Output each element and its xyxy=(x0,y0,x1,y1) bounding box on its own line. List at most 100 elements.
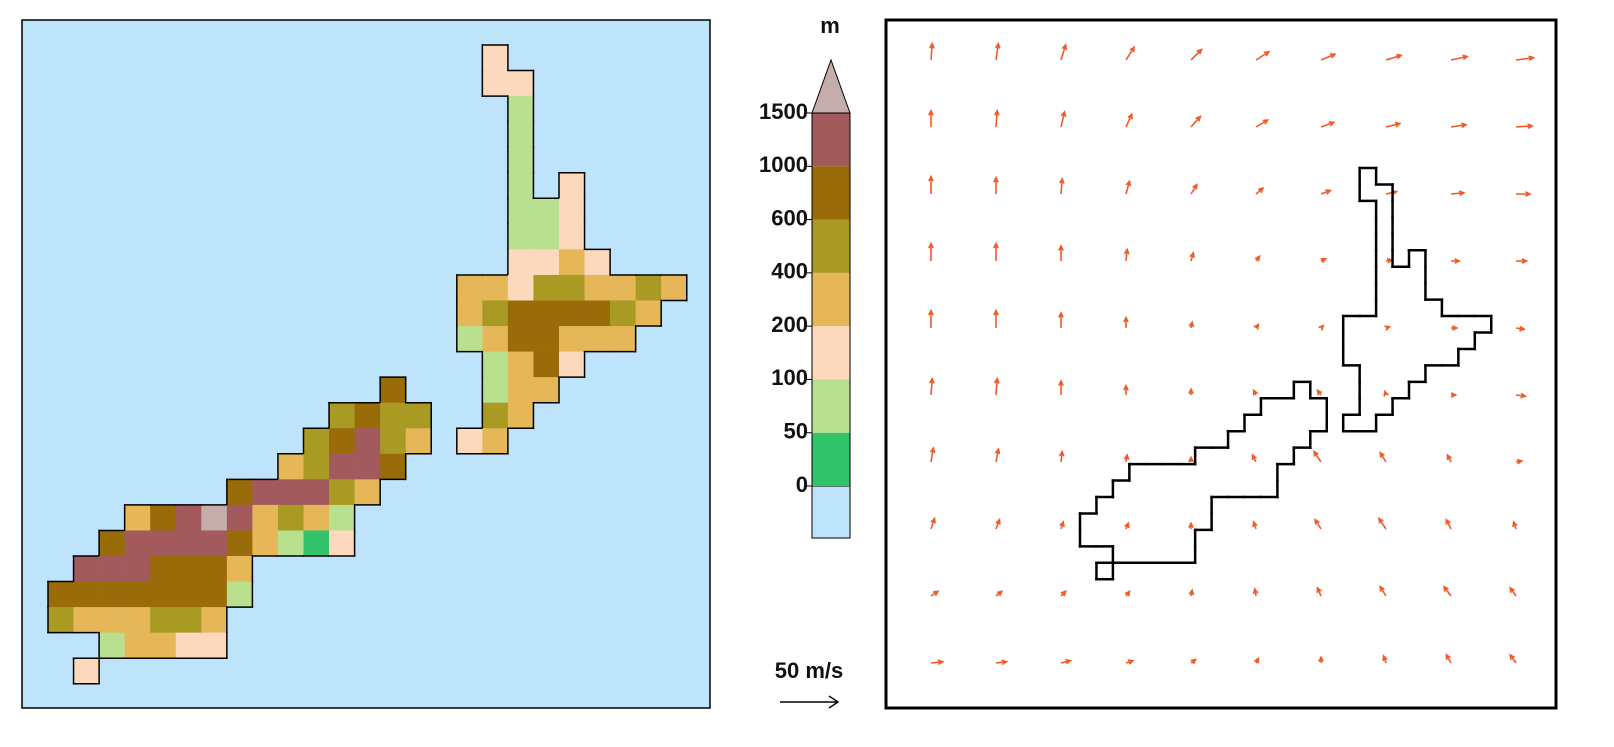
terrain-cell xyxy=(201,607,227,633)
terrain-cell xyxy=(406,403,432,429)
terrain-cell xyxy=(329,479,355,505)
terrain-cell xyxy=(278,479,304,505)
terrain-cell xyxy=(508,173,534,199)
terrain-cell xyxy=(278,454,304,480)
terrain-cell xyxy=(482,45,508,71)
terrain-cell xyxy=(508,71,534,97)
terrain-cell xyxy=(176,633,202,659)
colorbar-segment xyxy=(812,220,850,273)
terrain-cell xyxy=(508,352,534,378)
terrain-cell xyxy=(355,454,381,480)
terrain-cell xyxy=(508,224,534,250)
terrain-cell xyxy=(201,582,227,608)
terrain-cell xyxy=(559,249,585,275)
colorbar-tick-label: 1000 xyxy=(759,152,808,177)
terrain-cell xyxy=(355,479,381,505)
terrain-cell xyxy=(355,403,381,429)
terrain-cell xyxy=(176,556,202,582)
terrain-cell xyxy=(278,505,304,531)
terrain-cell xyxy=(380,454,406,480)
terrain-cell xyxy=(508,377,534,403)
colorbar-segment xyxy=(812,433,850,486)
terrain-cell xyxy=(74,556,100,582)
terrain-cell xyxy=(48,582,74,608)
colorbar-tick-label: 1500 xyxy=(759,99,808,124)
terrain-cell xyxy=(610,275,636,301)
terrain-cell xyxy=(533,377,559,403)
terrain-cell xyxy=(533,352,559,378)
terrain-cell xyxy=(610,326,636,352)
terrain-cell xyxy=(201,530,227,556)
terrain-cell xyxy=(329,403,355,429)
terrain-cell xyxy=(482,377,508,403)
terrain-cell xyxy=(99,633,125,659)
terrain-cell xyxy=(585,326,611,352)
colorbar-segment xyxy=(812,486,850,538)
terrain-cell xyxy=(99,582,125,608)
colorbar-tick-label: 200 xyxy=(771,312,808,337)
terrain-cell xyxy=(176,505,202,531)
terrain-cell xyxy=(482,71,508,97)
terrain-cell xyxy=(380,377,406,403)
terrain-cell xyxy=(176,530,202,556)
terrain-cell xyxy=(329,530,355,556)
terrain-cell xyxy=(99,530,125,556)
terrain-cell xyxy=(457,275,483,301)
terrain-cell xyxy=(661,275,687,301)
terrain-cell xyxy=(482,403,508,429)
terrain-cell xyxy=(533,275,559,301)
colorbar-tick-label: 600 xyxy=(771,205,808,230)
terrain-cell xyxy=(125,633,151,659)
wind-key-label: 50 m/s xyxy=(775,658,844,683)
terrain-cell xyxy=(304,479,330,505)
terrain-cell xyxy=(201,556,227,582)
colorbar-segment xyxy=(812,273,850,326)
terrain-cell xyxy=(329,505,355,531)
terrain-cell xyxy=(482,326,508,352)
terrain-cell xyxy=(559,301,585,327)
terrain-cell xyxy=(355,428,381,454)
terrain-cell xyxy=(278,530,304,556)
terrain-cell xyxy=(304,530,330,556)
terrain-cell xyxy=(559,275,585,301)
terrain-cell xyxy=(125,607,151,633)
terrain-cell xyxy=(533,198,559,224)
terrain-cell xyxy=(99,607,125,633)
terrain-cell xyxy=(559,198,585,224)
terrain-cell xyxy=(508,275,534,301)
terrain-cell xyxy=(227,582,253,608)
terrain-cell xyxy=(585,275,611,301)
terrain-cell xyxy=(304,505,330,531)
terrain-cell xyxy=(508,122,534,148)
colorbar-extend xyxy=(812,60,850,113)
terrain-cell xyxy=(304,454,330,480)
terrain-cell xyxy=(508,403,534,429)
terrain-cell xyxy=(304,428,330,454)
terrain-cell xyxy=(508,198,534,224)
terrain-cell xyxy=(508,326,534,352)
terrain-cell xyxy=(125,530,151,556)
terrain-cell xyxy=(380,428,406,454)
colorbar-tick-label: 100 xyxy=(771,365,808,390)
terrain-cell xyxy=(176,607,202,633)
terrain-cell xyxy=(329,428,355,454)
colorbar-tick-label: 400 xyxy=(771,259,808,284)
terrain-cell xyxy=(380,403,406,429)
terrain-cell xyxy=(482,275,508,301)
terrain-cell xyxy=(201,633,227,659)
terrain-cell xyxy=(636,301,662,327)
terrain-cell xyxy=(457,326,483,352)
terrain-cell xyxy=(125,505,151,531)
terrain-cell xyxy=(329,454,355,480)
terrain-cell xyxy=(508,301,534,327)
terrain-cell xyxy=(227,479,253,505)
terrain-cell xyxy=(559,173,585,199)
terrain-cell xyxy=(252,530,278,556)
terrain-cell xyxy=(125,582,151,608)
figure: m 0501002004006001000150050 m/s xyxy=(0,0,1614,742)
terrain-cell xyxy=(533,301,559,327)
colorbar-segment xyxy=(812,166,850,219)
terrain-cell xyxy=(406,428,432,454)
colorbar-unit: m xyxy=(820,13,840,38)
terrain-cell xyxy=(201,505,227,531)
